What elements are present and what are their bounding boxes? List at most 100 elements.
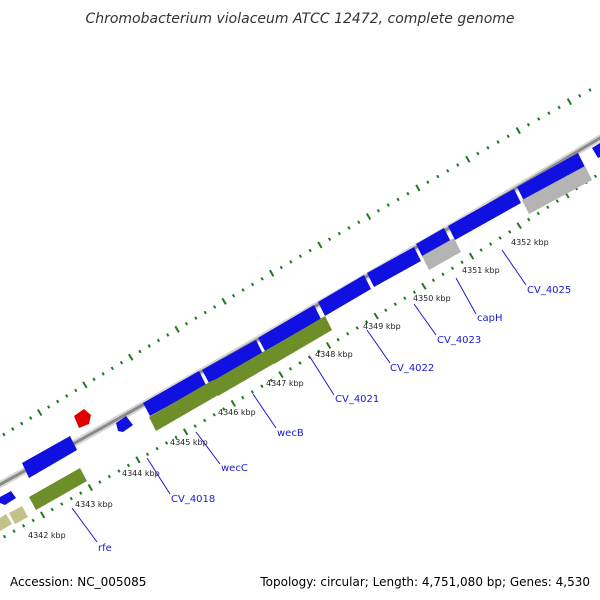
gene-label[interactable]: CV_4021 [335, 394, 379, 405]
tick-dash [479, 248, 483, 252]
tick-dash [250, 390, 254, 394]
tick-dash [128, 353, 134, 361]
tick-dash [527, 217, 531, 222]
tick-dash [450, 266, 455, 271]
tick-dash [298, 361, 302, 365]
gene-arrow[interactable] [416, 228, 451, 258]
tick-dash [441, 272, 445, 277]
tick-dash [222, 407, 226, 411]
gene-labels: rfe CV_4018 wecC wecB CV_4021 CV_4022 CV… [98, 285, 571, 554]
gene-label[interactable]: wecC [221, 463, 248, 474]
tick-dash [384, 308, 388, 312]
tick-label: 4343 kbp [75, 500, 113, 509]
gene-arrow[interactable] [202, 340, 263, 383]
tick-dash [79, 491, 83, 495]
tick-dash [203, 418, 207, 423]
tick-dash [456, 163, 460, 167]
tick-dash [56, 399, 60, 404]
tick-label: 4344 kbp [122, 469, 160, 478]
gene-arrow[interactable] [592, 143, 600, 158]
forward-strand-genes [0, 143, 600, 505]
gene-arrow-green[interactable] [29, 468, 87, 510]
tick-dash [526, 122, 531, 127]
tick-dash [117, 469, 121, 473]
tick-dash [298, 254, 303, 258]
tick-dash [20, 421, 24, 426]
gene-arrow-gray[interactable] [422, 238, 461, 270]
tick-dash [164, 441, 169, 445]
gene-arrow[interactable] [367, 247, 421, 287]
tick-dash [336, 337, 340, 342]
gene-label[interactable]: rfe [98, 543, 112, 554]
gene-arrow[interactable] [517, 153, 585, 201]
tick-dash [406, 191, 410, 196]
tick-dash [412, 290, 417, 295]
tick-dash [156, 338, 161, 343]
gene-label[interactable]: CV_4022 [390, 363, 434, 374]
tick-dash [50, 507, 54, 512]
gene-arrow-green[interactable] [267, 316, 332, 364]
gene-arrow-gray[interactable] [522, 166, 592, 214]
tick-dash [508, 230, 512, 234]
tick-dash [98, 480, 102, 484]
tick-dash [230, 399, 236, 407]
gene-arrow-tan[interactable] [0, 514, 12, 531]
gene-arrow-green[interactable] [149, 380, 220, 431]
gene-label[interactable]: capH [477, 313, 503, 324]
tick-dash [431, 278, 436, 283]
tick-dash [317, 349, 321, 354]
tick-dash [213, 305, 217, 309]
tick-dash [396, 197, 400, 202]
gene-label[interactable]: wecB [277, 428, 304, 439]
tick-dash [36, 408, 43, 417]
gene-label[interactable]: CV_4018 [171, 494, 215, 505]
gene-arrow[interactable] [448, 189, 521, 240]
tick-dash [486, 146, 490, 150]
tick-dash [231, 293, 236, 298]
tick-dash [47, 405, 51, 409]
gene-arrow[interactable] [258, 305, 321, 351]
feature-marker-red[interactable] [74, 409, 91, 428]
tick-dash [69, 496, 73, 501]
tick-dash [365, 320, 369, 324]
tick-dash [29, 416, 33, 420]
tick-dash [325, 341, 332, 350]
tick-dash [22, 524, 26, 528]
tick-dash [557, 105, 561, 110]
tick-dash [126, 463, 131, 468]
inner-tick-ring [2, 174, 598, 539]
tick-dash [119, 360, 124, 365]
tick-label: 4349 kbp [363, 322, 401, 331]
gene-arrow[interactable] [143, 371, 206, 416]
gene-arrow[interactable] [116, 416, 133, 432]
gene-arrow-tan[interactable] [9, 506, 28, 524]
reverse-strand-genes [0, 166, 592, 531]
tick-label: 4352 kbp [511, 238, 549, 247]
tick-dash [498, 236, 502, 240]
tick-label: 4347 kbp [266, 379, 304, 388]
gene-arrow-green[interactable] [211, 349, 275, 396]
tick-dash [357, 220, 361, 224]
gene-arrow[interactable] [22, 436, 77, 478]
tick-dash [468, 252, 475, 260]
tick-dash [346, 331, 350, 336]
tick-dash [278, 371, 284, 379]
tick-label: 4345 kbp [170, 438, 208, 447]
tick-dash [537, 117, 541, 121]
gene-label[interactable]: CV_4025 [527, 285, 571, 296]
gene-arrow[interactable] [0, 491, 16, 505]
tick-dash [40, 511, 46, 519]
tick-dash [31, 518, 35, 523]
gene-arrow[interactable] [318, 275, 371, 316]
tick-dash [147, 344, 151, 348]
tick-dash [74, 388, 78, 393]
tick-dash [174, 435, 178, 440]
tick-dash [317, 241, 323, 249]
tick-dash [446, 169, 450, 173]
tick-dash [260, 384, 264, 388]
gene-label[interactable]: CV_4023 [437, 335, 481, 346]
tick-dash [546, 205, 550, 210]
outer-tick-ring [2, 88, 592, 437]
tick-dash [393, 302, 397, 307]
